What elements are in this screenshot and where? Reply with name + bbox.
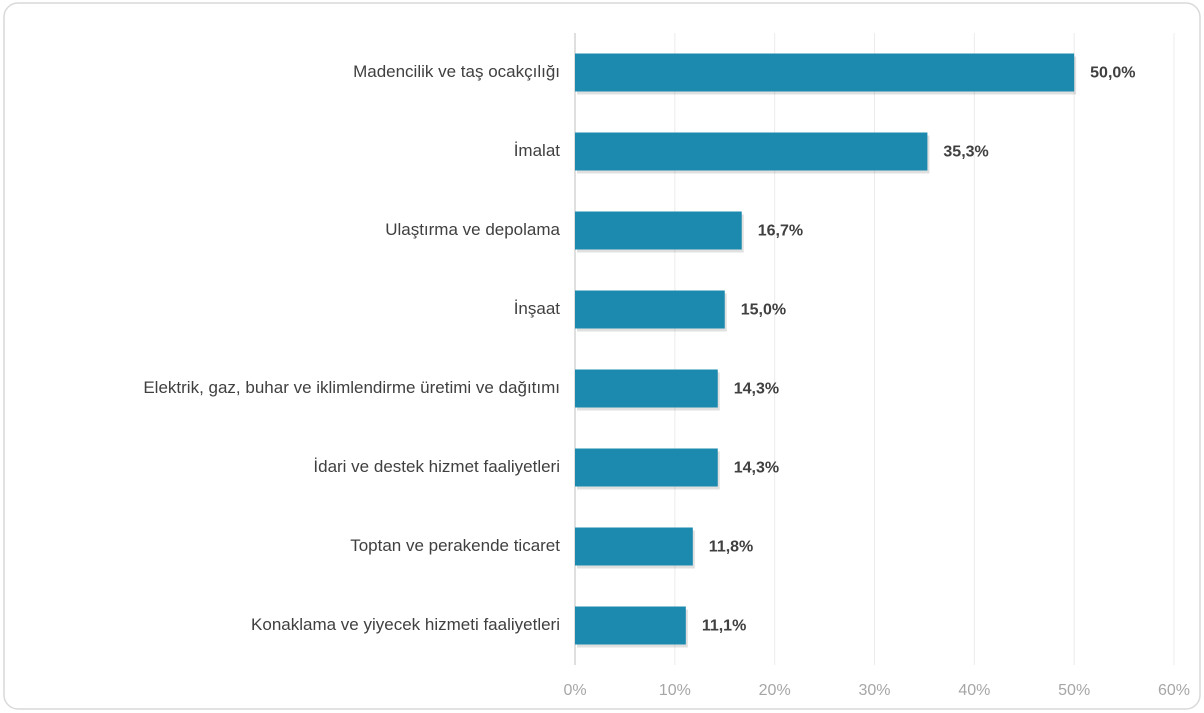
bar bbox=[575, 606, 686, 645]
bar bbox=[575, 211, 742, 250]
bar bbox=[575, 53, 1075, 92]
value-label: 11,1% bbox=[702, 618, 746, 635]
chart-frame bbox=[3, 2, 1201, 710]
y-tick-label: Toptan ve perakende ticaret bbox=[350, 536, 560, 555]
value-label: 11,8% bbox=[709, 539, 753, 556]
bar bbox=[575, 369, 718, 408]
y-tick-label: Elektrik, gaz, buhar ve iklimlendirme ür… bbox=[143, 378, 560, 397]
bar bbox=[575, 132, 928, 171]
value-label: 15,0% bbox=[741, 302, 786, 319]
x-tick-label: 30% bbox=[858, 682, 890, 699]
y-tick-label: İmalat bbox=[514, 141, 561, 160]
x-tick-label: 50% bbox=[1058, 682, 1090, 699]
bar bbox=[575, 448, 718, 487]
value-label: 16,7% bbox=[758, 223, 803, 240]
value-label: 35,3% bbox=[943, 144, 988, 161]
y-tick-label: Madencilik ve taş ocakçılığı bbox=[353, 62, 560, 81]
y-tick-label: İnşaat bbox=[514, 299, 561, 318]
x-tick-label: 0% bbox=[563, 682, 586, 699]
x-tick-label: 20% bbox=[759, 682, 791, 699]
value-label: 50,0% bbox=[1090, 65, 1135, 82]
x-tick-label: 40% bbox=[958, 682, 990, 699]
y-tick-label: Ulaştırma ve depolama bbox=[385, 220, 560, 239]
y-tick-label: İdari ve destek hizmet faaliyetleri bbox=[313, 457, 560, 476]
bar bbox=[575, 527, 693, 566]
x-tick-label: 10% bbox=[659, 682, 691, 699]
x-tick-label: 60% bbox=[1158, 682, 1190, 699]
bar bbox=[575, 290, 725, 329]
y-tick-label: Konaklama ve yiyecek hizmeti faaliyetler… bbox=[251, 615, 560, 634]
value-label: 14,3% bbox=[734, 381, 779, 398]
value-label: 14,3% bbox=[734, 460, 779, 477]
